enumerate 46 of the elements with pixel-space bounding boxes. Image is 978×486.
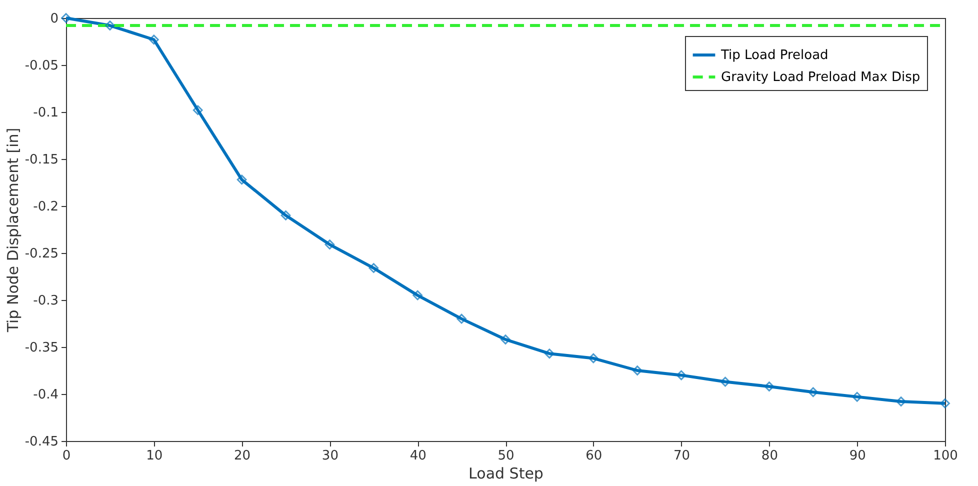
point [676, 370, 686, 380]
point [192, 105, 203, 116]
legend-label: Tip Load Preload [720, 48, 828, 63]
x-tick-label: 60 [586, 448, 602, 464]
y-tick-label: -0.2 [33, 200, 58, 214]
point [456, 314, 466, 324]
point [368, 263, 379, 273]
x-tick-label: 90 [849, 448, 866, 464]
point [324, 240, 335, 250]
y-axis-title: Tip Node Displacement [in] [4, 128, 22, 334]
x-tick-label: 10 [146, 448, 163, 464]
x-tick-label: 70 [674, 448, 690, 464]
y-tick-label: -0.3 [33, 294, 58, 308]
point [500, 334, 510, 344]
x-tick-label: 80 [761, 448, 778, 464]
y-tick-label: -0.4 [33, 388, 58, 402]
point [632, 366, 642, 376]
y-tick-label: -0.35 [24, 340, 58, 356]
point [720, 376, 730, 387]
point [148, 34, 159, 45]
point [236, 174, 247, 185]
x-tick-label: 20 [234, 448, 251, 464]
legend-label: Gravity Load Preload Max Disp [721, 70, 920, 85]
point [764, 382, 774, 392]
y-tick-label: -0.25 [24, 246, 58, 262]
point [544, 348, 554, 359]
y-tick-label: -0.45 [24, 434, 58, 450]
point [852, 392, 862, 402]
x-axis-title: Load Step [468, 464, 544, 482]
x-tick-label: 100 [933, 448, 958, 464]
point [280, 210, 291, 220]
point [412, 290, 423, 300]
x-tick-label: 40 [410, 448, 426, 464]
y-tick-label: -0.15 [24, 152, 58, 168]
y-tick-label: -0.1 [33, 106, 58, 120]
y-tick-label: -0.05 [24, 58, 58, 74]
x-tick-label: 50 [498, 448, 514, 464]
point [105, 20, 115, 30]
point [940, 398, 950, 408]
point [808, 387, 818, 398]
point [588, 353, 598, 364]
point [61, 13, 71, 23]
x-tick-label: 0 [62, 448, 71, 464]
point [896, 396, 906, 406]
x-tick-label: 30 [322, 448, 338, 464]
y-tick-label: 0 [50, 12, 58, 26]
